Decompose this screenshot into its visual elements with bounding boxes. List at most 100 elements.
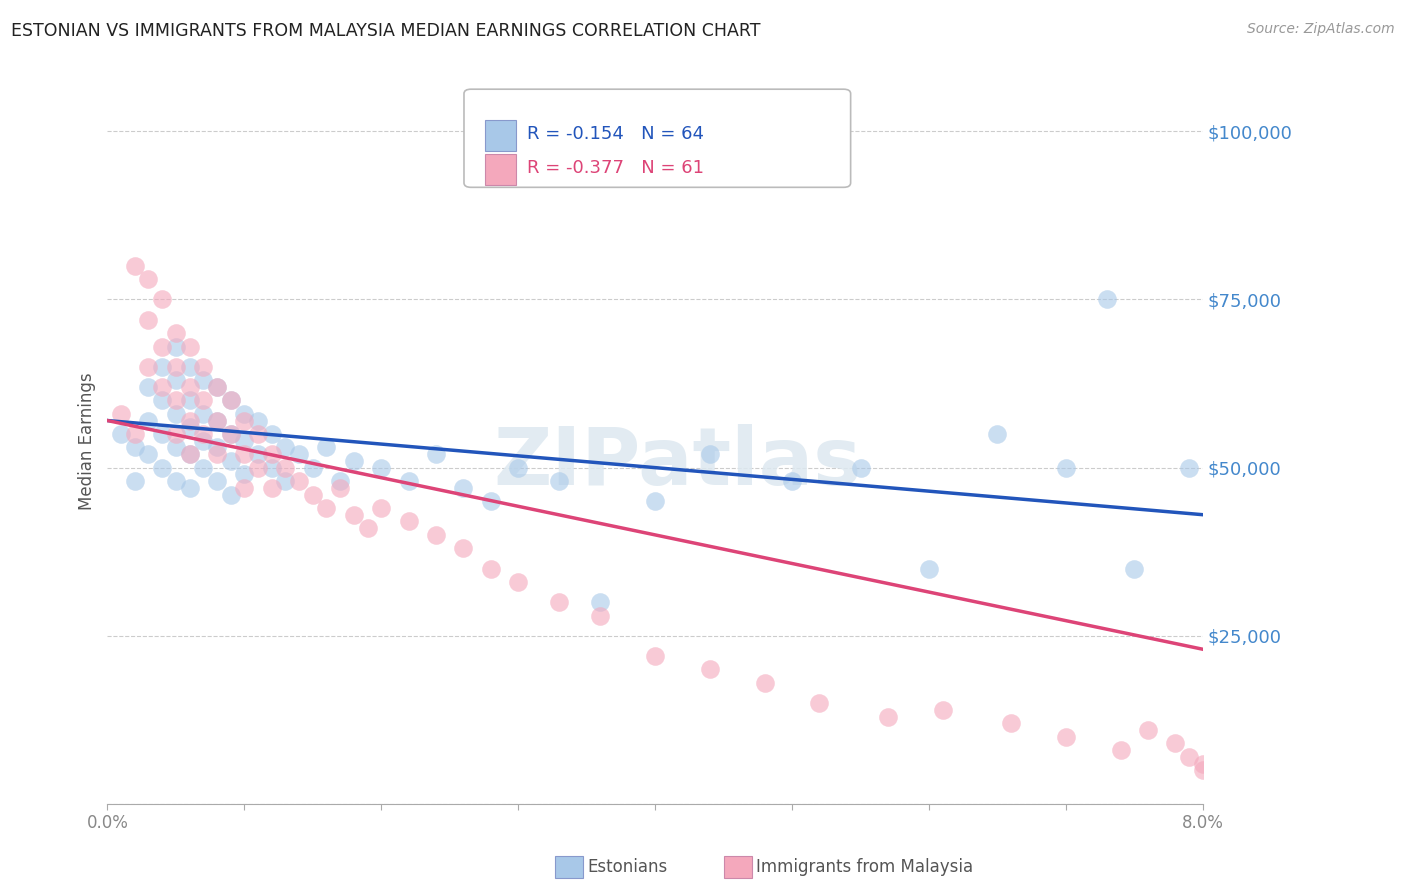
Point: [193, 460, 215, 475]
Point: [301, 487, 323, 501]
Text: R = -0.377   N = 61: R = -0.377 N = 61: [527, 159, 704, 177]
Point: [1192, 764, 1215, 778]
Point: [808, 696, 831, 710]
Point: [1054, 460, 1077, 475]
Point: [165, 474, 187, 488]
Point: [193, 434, 215, 448]
Point: [754, 676, 776, 690]
Point: [288, 447, 311, 461]
Point: [1123, 561, 1146, 575]
Point: [931, 703, 953, 717]
Point: [165, 359, 187, 374]
Point: [877, 709, 900, 723]
Point: [370, 500, 392, 515]
Point: [138, 413, 160, 427]
Text: R = -0.154   N = 64: R = -0.154 N = 64: [527, 125, 704, 143]
Point: [193, 427, 215, 442]
Point: [508, 574, 530, 589]
Point: [274, 460, 297, 475]
Point: [247, 413, 270, 427]
Point: [219, 393, 242, 408]
Point: [150, 293, 173, 307]
Point: [780, 474, 803, 488]
Point: [918, 561, 941, 575]
Text: ZIPatlas: ZIPatlas: [494, 424, 860, 501]
Point: [315, 441, 337, 455]
Point: [247, 447, 270, 461]
Point: [589, 608, 612, 623]
Point: [179, 339, 201, 353]
Point: [260, 460, 283, 475]
Point: [425, 528, 447, 542]
Point: [233, 447, 256, 461]
Point: [205, 413, 228, 427]
Point: [110, 427, 132, 442]
Point: [1000, 716, 1022, 731]
Point: [219, 393, 242, 408]
Point: [453, 541, 475, 556]
Point: [179, 447, 201, 461]
Point: [329, 474, 352, 488]
Point: [644, 494, 666, 508]
Point: [260, 481, 283, 495]
Point: [219, 427, 242, 442]
Point: [110, 407, 132, 421]
Point: [370, 460, 392, 475]
Point: [193, 407, 215, 421]
Point: [205, 441, 228, 455]
Point: [124, 474, 146, 488]
Point: [179, 380, 201, 394]
Point: [150, 339, 173, 353]
Point: [699, 662, 721, 676]
Point: [138, 312, 160, 326]
Point: [548, 595, 571, 609]
Point: [165, 373, 187, 387]
Point: [453, 481, 475, 495]
Point: [205, 413, 228, 427]
Point: [124, 427, 146, 442]
Point: [179, 481, 201, 495]
Point: [179, 359, 201, 374]
Point: [165, 393, 187, 408]
Point: [986, 427, 1008, 442]
Point: [398, 515, 420, 529]
Point: [1178, 750, 1201, 764]
Point: [205, 380, 228, 394]
Point: [301, 460, 323, 475]
Point: [138, 272, 160, 286]
Point: [644, 648, 666, 663]
Point: [165, 326, 187, 340]
Point: [508, 460, 530, 475]
Text: Immigrants from Malaysia: Immigrants from Malaysia: [756, 858, 973, 876]
Point: [179, 447, 201, 461]
Point: [356, 521, 378, 535]
Point: [150, 427, 173, 442]
Point: [138, 359, 160, 374]
Point: [193, 373, 215, 387]
Point: [219, 487, 242, 501]
Point: [233, 413, 256, 427]
Point: [233, 407, 256, 421]
Point: [233, 434, 256, 448]
Text: ESTONIAN VS IMMIGRANTS FROM MALAYSIA MEDIAN EARNINGS CORRELATION CHART: ESTONIAN VS IMMIGRANTS FROM MALAYSIA MED…: [11, 22, 761, 40]
Point: [179, 393, 201, 408]
Point: [479, 494, 502, 508]
Point: [479, 561, 502, 575]
Point: [165, 339, 187, 353]
Point: [274, 441, 297, 455]
Point: [205, 474, 228, 488]
Point: [219, 454, 242, 468]
Point: [124, 259, 146, 273]
Point: [193, 359, 215, 374]
Point: [247, 427, 270, 442]
Text: Estonians: Estonians: [588, 858, 668, 876]
Y-axis label: Median Earnings: Median Earnings: [79, 372, 96, 509]
Point: [150, 359, 173, 374]
Point: [233, 481, 256, 495]
Point: [699, 447, 721, 461]
Point: [205, 447, 228, 461]
Point: [124, 441, 146, 455]
Point: [1109, 743, 1132, 757]
Text: Source: ZipAtlas.com: Source: ZipAtlas.com: [1247, 22, 1395, 37]
Point: [315, 500, 337, 515]
